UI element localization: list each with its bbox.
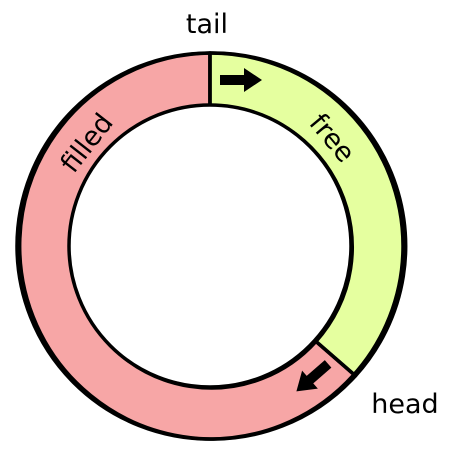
tail-label: tail xyxy=(186,9,228,40)
arrow-down-left-icon xyxy=(296,360,332,392)
head-label: head xyxy=(371,389,438,420)
arrow-right-icon xyxy=(220,68,262,92)
head-boundary xyxy=(314,340,357,378)
inner-rim xyxy=(67,103,353,389)
